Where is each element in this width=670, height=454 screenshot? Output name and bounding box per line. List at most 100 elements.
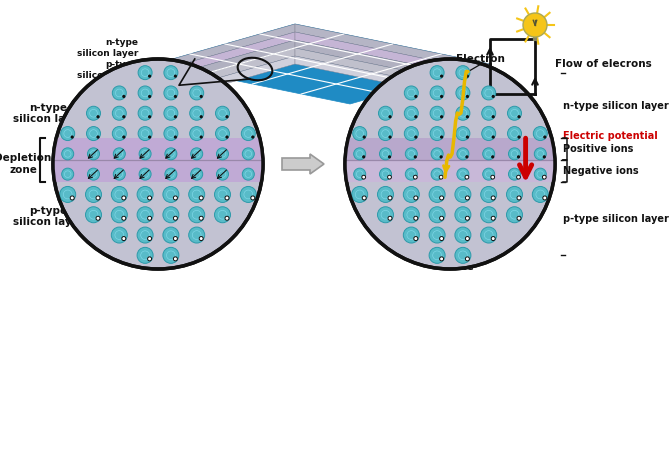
Circle shape [492,95,495,98]
Circle shape [480,227,496,243]
Polygon shape [295,56,490,104]
Circle shape [431,148,443,160]
Circle shape [174,257,178,261]
Circle shape [189,187,205,202]
Circle shape [216,148,228,160]
Circle shape [388,155,391,158]
Circle shape [414,135,417,138]
Circle shape [389,135,391,138]
Bar [53,138,263,182]
Circle shape [517,155,520,158]
Circle shape [431,168,443,180]
Circle shape [429,247,445,263]
Circle shape [164,106,178,120]
Circle shape [388,175,391,179]
Text: Electric potential: Electric potential [563,131,658,142]
Circle shape [216,106,230,120]
Circle shape [491,155,494,158]
Circle shape [523,13,547,37]
Circle shape [113,168,125,180]
Text: n-type
silicon layer: n-type silicon layer [13,103,84,124]
Circle shape [491,216,495,220]
Circle shape [251,135,255,138]
Circle shape [362,155,365,158]
Circle shape [517,175,521,179]
Circle shape [507,187,523,202]
Circle shape [354,168,366,180]
Circle shape [466,257,470,261]
Text: n-type
silicon layer
p-type
silicon layer: n-type silicon layer p-type silicon laye… [76,38,138,80]
Circle shape [379,148,391,160]
Circle shape [174,237,178,241]
Circle shape [225,196,229,200]
Circle shape [122,216,126,220]
Circle shape [389,115,391,118]
Text: n-type silicon layer: n-type silicon layer [563,100,669,110]
Circle shape [62,168,74,180]
Circle shape [147,257,151,261]
Circle shape [456,106,470,120]
Circle shape [429,207,445,223]
Circle shape [225,216,229,220]
Bar [345,138,555,160]
Circle shape [507,207,523,223]
Circle shape [88,168,100,180]
Circle shape [122,196,126,200]
Circle shape [199,237,203,241]
Circle shape [164,127,178,141]
Circle shape [517,216,521,220]
Circle shape [113,148,125,160]
Circle shape [352,187,368,202]
Circle shape [225,115,228,118]
Polygon shape [295,48,490,96]
Circle shape [139,168,151,180]
Circle shape [200,115,203,118]
Circle shape [190,127,204,141]
Circle shape [122,95,125,98]
Circle shape [174,196,178,200]
Circle shape [214,207,230,223]
Circle shape [88,148,100,160]
Bar [345,160,555,182]
Circle shape [165,148,177,160]
Circle shape [147,196,151,200]
Circle shape [492,115,495,118]
Circle shape [362,196,366,200]
Circle shape [199,196,203,200]
Circle shape [413,155,417,158]
Circle shape [111,227,127,243]
Text: Flow of elecrons: Flow of elecrons [555,59,652,69]
Circle shape [164,86,178,100]
Circle shape [251,196,255,200]
Circle shape [388,196,392,200]
Circle shape [440,74,443,78]
Circle shape [148,135,151,138]
Circle shape [174,74,177,78]
Circle shape [466,95,469,98]
Circle shape [174,95,177,98]
Polygon shape [295,24,490,72]
Circle shape [163,207,179,223]
Circle shape [379,106,393,120]
Circle shape [216,127,230,141]
Circle shape [86,207,101,223]
Circle shape [404,86,418,100]
Circle shape [403,187,419,202]
Polygon shape [155,40,295,88]
Text: Electron: Electron [456,54,505,64]
Circle shape [191,168,203,180]
Circle shape [440,135,443,138]
Circle shape [440,95,443,98]
Circle shape [455,207,471,223]
Circle shape [480,207,496,223]
Circle shape [190,86,204,100]
Circle shape [362,135,366,138]
Circle shape [243,168,255,180]
Circle shape [138,66,152,79]
Circle shape [507,127,521,141]
Circle shape [377,207,393,223]
Circle shape [86,106,100,120]
Circle shape [403,207,419,223]
Circle shape [466,74,469,78]
Circle shape [96,115,100,118]
